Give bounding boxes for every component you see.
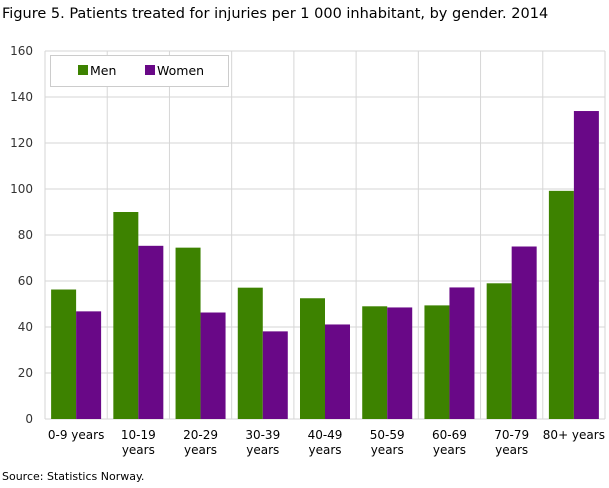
bar-women bbox=[573, 111, 599, 419]
x-tick-label: 20-29 years bbox=[183, 428, 218, 457]
y-tick-label: 140 bbox=[10, 90, 33, 104]
chart-title: Figure 5. Patients treated for injuries … bbox=[2, 6, 549, 22]
bar-men bbox=[237, 287, 263, 419]
x-tick-label-line: 60-69 bbox=[432, 428, 467, 442]
bar-women bbox=[325, 324, 350, 419]
y-tick-label: 0 bbox=[25, 412, 33, 426]
x-tick-label-line: 40-49 bbox=[308, 428, 343, 442]
x-tick-label-line: 10-19 bbox=[121, 428, 156, 442]
bar-women bbox=[138, 245, 164, 419]
legend-label-men: Men bbox=[90, 63, 116, 78]
bar-men bbox=[300, 298, 325, 419]
x-tick-label-line: 50-59 bbox=[370, 428, 405, 442]
x-tick-label-line: years bbox=[495, 443, 528, 457]
y-tick-label: 40 bbox=[18, 320, 33, 334]
bar-women bbox=[200, 312, 226, 419]
bar-women bbox=[76, 311, 102, 419]
bar-men bbox=[175, 247, 201, 419]
bar-men bbox=[362, 306, 388, 419]
legend-swatch-men bbox=[78, 65, 88, 75]
x-tick-label: 50-59 years bbox=[370, 428, 405, 457]
x-tick-label: 40-49 years bbox=[308, 428, 343, 457]
x-tick-label-line: 30-39 bbox=[245, 428, 280, 442]
x-tick-label: 80+ years bbox=[543, 428, 605, 442]
bar-women bbox=[449, 287, 475, 419]
bar-women bbox=[511, 246, 537, 419]
bar-women bbox=[262, 331, 288, 419]
x-tick-label-line: years bbox=[371, 443, 404, 457]
x-tick-label-line: 20-29 bbox=[183, 428, 218, 442]
x-tick-label-line: 0-9 years bbox=[48, 428, 104, 442]
x-tick-label-line: 70-79 bbox=[494, 428, 529, 442]
x-tick-label-line: years bbox=[122, 443, 155, 457]
y-tick-label: 80 bbox=[18, 228, 33, 242]
legend-swatch-women bbox=[145, 65, 155, 75]
y-tick-label: 160 bbox=[10, 44, 33, 58]
bar-men bbox=[548, 190, 574, 419]
legend-label-women: Women bbox=[157, 63, 204, 78]
bar-men bbox=[424, 305, 450, 419]
y-tick-label: 20 bbox=[18, 366, 33, 380]
x-tick-label: 0-9 years bbox=[48, 428, 104, 442]
x-tick-label: 60-69 years bbox=[432, 428, 467, 457]
bar-men bbox=[51, 289, 77, 419]
x-tick-label-line: years bbox=[184, 443, 217, 457]
x-tick-label: 70-79 years bbox=[494, 428, 529, 457]
y-tick-label: 120 bbox=[10, 136, 33, 150]
x-tick-label: 30-39 years bbox=[245, 428, 280, 457]
bar-women bbox=[387, 307, 413, 419]
bar-men bbox=[486, 283, 512, 419]
x-tick-label: 10-19 years bbox=[121, 428, 156, 457]
x-tick-label-line: years bbox=[433, 443, 466, 457]
source-note: Source: Statistics Norway. bbox=[2, 470, 145, 483]
x-tick-label-line: years bbox=[246, 443, 279, 457]
y-tick-label: 100 bbox=[10, 182, 33, 196]
x-tick-label-line: years bbox=[308, 443, 341, 457]
bar-men bbox=[113, 212, 139, 419]
x-tick-label-line: 80+ years bbox=[543, 428, 605, 442]
y-tick-label: 60 bbox=[18, 274, 33, 288]
